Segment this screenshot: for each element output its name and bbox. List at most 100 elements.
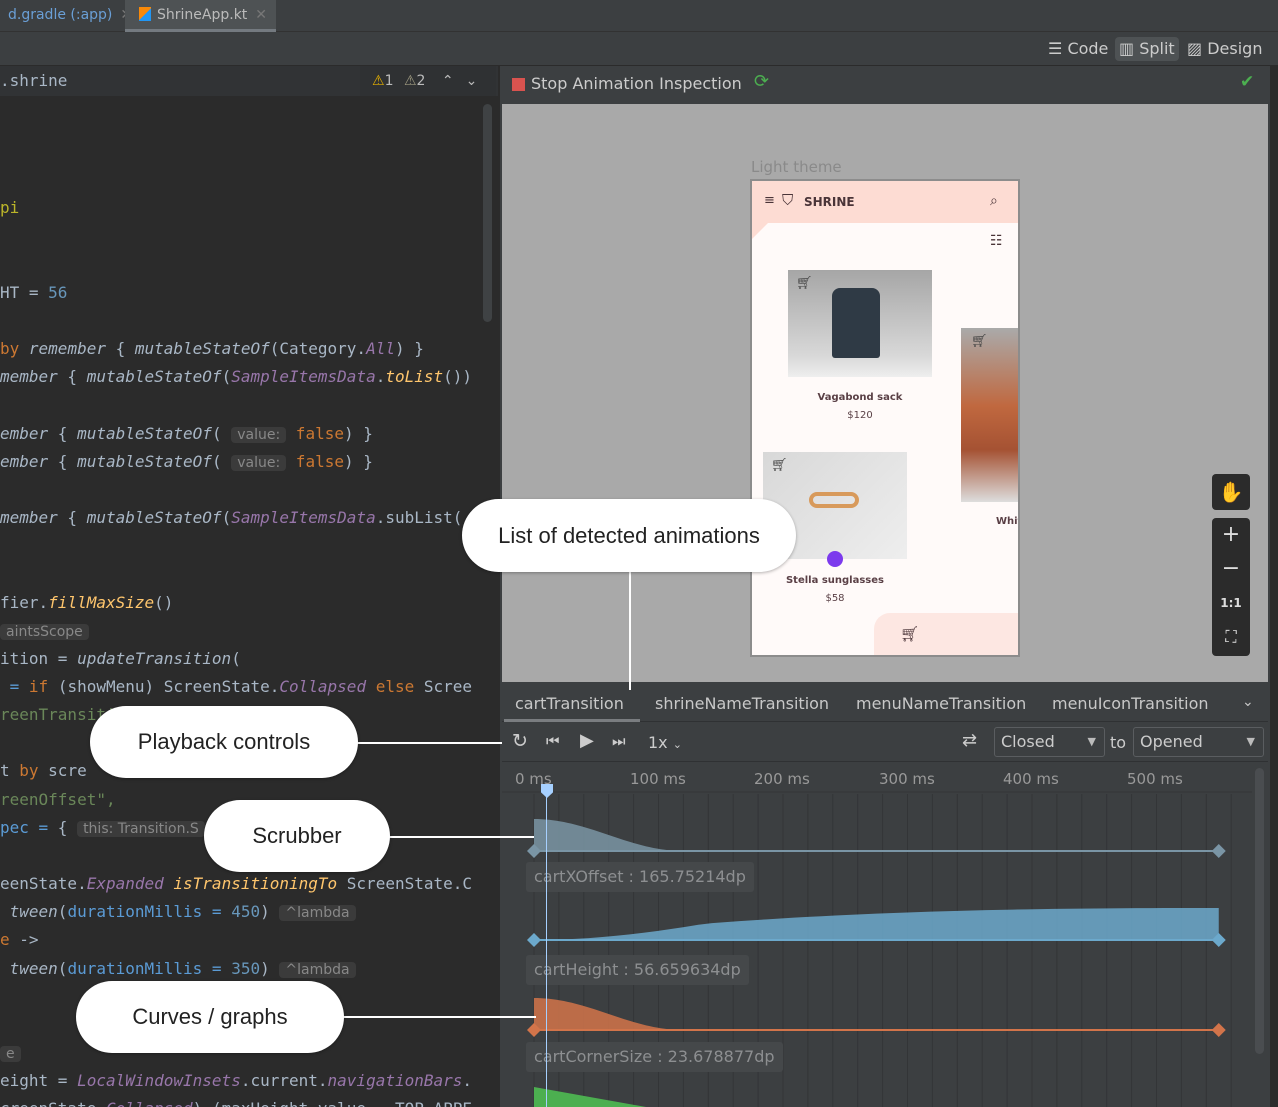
preview-label: Light theme	[751, 158, 842, 176]
keyframe-diamond	[1211, 1023, 1226, 1037]
brand-badge	[827, 551, 843, 567]
from-state-dropdown[interactable]: Closed ▼	[994, 727, 1105, 757]
scrubber-line[interactable]	[546, 790, 547, 1107]
cart-sheet[interactable]: 🛒︎	[874, 613, 1018, 655]
playback-controls: ↻ ⏮ ▶ ⏭ 1x ⌄ ⇄ Closed ▼ to Opened ▼	[502, 724, 1268, 762]
loop-icon[interactable]: ↻	[512, 730, 528, 752]
swap-states-icon[interactable]: ⇄	[962, 730, 978, 751]
stop-icon	[512, 78, 525, 91]
split-mode-button[interactable]: ▥ Split	[1115, 37, 1179, 61]
product-image-belt[interactable]: 🛒︎	[961, 328, 1018, 502]
product-image-backpack[interactable]: 🛒︎	[788, 270, 932, 377]
property-label: cartCornerSize : 23.678877dp	[526, 1042, 783, 1072]
code-line[interactable]: ember { mutableStateOf( value: false) }	[0, 451, 373, 471]
tab-shrineapp-kt[interactable]: ShrineApp.kt ✕	[125, 0, 276, 32]
code-line[interactable]: ition = updateTransition(	[0, 648, 241, 668]
code-line[interactable]: e ->	[0, 930, 39, 950]
code-line[interactable]: pi	[0, 198, 20, 218]
refresh-icon[interactable]: ⟳	[754, 71, 770, 92]
property-label: cartHeight : 56.659634dp	[526, 955, 749, 985]
keyframe-diamond	[527, 933, 541, 947]
weak-warning-icon: ⚠	[403, 73, 417, 89]
code-line[interactable]: creenState.Collapsed) (maxHeight.value -…	[0, 1095, 472, 1107]
code-line[interactable]: tween(durationMillis = 450) ^lambda	[0, 898, 356, 926]
keyframe-diamond	[1211, 844, 1226, 858]
checkmark-icon: ✔	[1240, 72, 1255, 92]
code-mode-button[interactable]: ☰ Code	[1048, 39, 1109, 58]
zoom-in-button[interactable]: +	[1221, 522, 1241, 547]
keyframe-diamond	[527, 844, 541, 858]
code-line[interactable]: HT = 56	[0, 282, 68, 302]
zoom-actual-size-button[interactable]: 1:1	[1220, 596, 1242, 610]
curve-area	[534, 1087, 647, 1107]
view-mode-toolbar: ☰ Code ▥ Split ▨ Design	[0, 32, 1278, 66]
chevron-down-icon[interactable]: ⌄	[1242, 694, 1254, 710]
dropdown-arrow-icon: ▼	[1246, 735, 1255, 748]
code-line[interactable]: e	[0, 1039, 21, 1067]
tab-shrine-name-transition[interactable]: shrineNameTransition	[655, 694, 830, 713]
callout-scrubber: Scrubber	[204, 800, 390, 872]
app-bar	[752, 181, 1018, 223]
code-line[interactable]: aintsScope	[0, 617, 89, 645]
add-to-cart-icon: 🛒︎	[971, 334, 988, 349]
callout-animations: List of detected animations	[462, 499, 796, 572]
tab-menu-icon-transition[interactable]: menuIconTransition	[1052, 694, 1209, 713]
play-icon[interactable]: ▶	[580, 730, 594, 751]
code-editor[interactable]: pi HT = 56 by remember { mutableStateOf(Ca…	[0, 66, 498, 1107]
cart-icon: 🛒︎	[900, 625, 920, 643]
code-line[interactable]: fier.fillMaxSize()	[0, 592, 174, 612]
code-line[interactable]: member { mutableStateOf(SampleItemsData.…	[0, 508, 463, 528]
chevron-up-icon[interactable]: ⌃	[441, 73, 454, 89]
tab-menu-name-transition[interactable]: menuNameTransition	[856, 694, 1027, 713]
code-icon: ☰	[1048, 39, 1063, 58]
scrubber-handle[interactable]	[541, 784, 553, 798]
menu-icon[interactable]: ≡	[764, 193, 775, 208]
phone-preview: ≡ ⛉ SHRINE ⌕ ☷ 🛒︎ Vagabond sack $120 🛒︎ …	[750, 179, 1020, 657]
timeline-scrollbar[interactable]	[1255, 768, 1264, 1054]
code-line[interactable]: tween(durationMillis = 350) ^lambda	[0, 955, 356, 983]
code-line[interactable]: pec = { this: Transition.S	[0, 814, 205, 842]
breadcrumb: .shrine ⚠1 ⚠2 ⌃ ⌄	[0, 66, 498, 96]
app-title: SHRINE	[804, 195, 855, 209]
tab-build-gradle[interactable]: d.gradle (:app)✕	[0, 0, 140, 32]
code-line[interactable]: ember { mutableStateOf( value: false) }	[0, 423, 373, 443]
zoom-out-button[interactable]: −	[1221, 556, 1241, 581]
search-icon[interactable]: ⌕	[990, 193, 998, 209]
animation-tabs: cartTransition shrineNameTransition menu…	[502, 688, 1268, 722]
zoom-to-fit-icon[interactable]: ⛶	[1225, 627, 1237, 646]
chevron-down-icon[interactable]: ⌄	[465, 73, 478, 89]
property-label: cartXOffset : 165.75214dp	[526, 862, 754, 892]
skip-to-start-icon[interactable]: ⏮	[546, 732, 560, 750]
code-line[interactable]: member { mutableStateOf(SampleItemsData.…	[0, 367, 473, 387]
add-to-cart-icon: 🛒︎	[771, 458, 788, 473]
tick-label: 200 ms	[754, 770, 810, 788]
stop-animation-inspection-button[interactable]: Stop Animation Inspection	[531, 74, 742, 93]
speed-dropdown[interactable]: 1x ⌄	[648, 733, 682, 752]
warning-icon: ⚠	[372, 73, 385, 89]
code-line[interactable]: = if (showMenu) ScreenState.Collapsed el…	[0, 677, 473, 696]
skip-to-end-icon[interactable]: ⏭	[612, 732, 626, 750]
code-line[interactable]: t by scre	[0, 761, 87, 781]
dropdown-arrow-icon: ▼	[1087, 735, 1096, 748]
split-icon: ▥	[1119, 39, 1135, 58]
code-line[interactable]: by remember { mutableStateOf(Category.Al…	[0, 339, 424, 359]
curve-area	[534, 819, 684, 851]
filter-icon[interactable]: ☷	[990, 233, 1003, 249]
tick-label: 300 ms	[879, 770, 935, 788]
inspection-widget[interactable]: ⚠1 ⚠2 ⌃ ⌄	[360, 66, 496, 96]
editor-scrollbar[interactable]	[483, 104, 492, 322]
code-line[interactable]: eenState.Expanded isTransitioningTo Scre…	[0, 874, 473, 894]
code-line[interactable]: reenOffset",	[0, 789, 116, 809]
tick-label: 400 ms	[1003, 770, 1059, 788]
to-state-dropdown[interactable]: Opened ▼	[1133, 727, 1264, 757]
add-to-cart-icon: 🛒︎	[796, 276, 813, 291]
tick-label: 500 ms	[1127, 770, 1183, 788]
close-icon[interactable]: ✕	[255, 7, 268, 23]
tick-label: 100 ms	[630, 770, 686, 788]
design-mode-button[interactable]: ▨ Design	[1187, 39, 1263, 58]
keyframe-diamond	[1211, 933, 1226, 947]
code-line[interactable]: eight = LocalWindowInsets.current.naviga…	[0, 1071, 473, 1091]
zoom-controls: + − 1:1 ⛶	[1212, 518, 1250, 656]
pan-hand-icon[interactable]: ✋	[1212, 474, 1250, 510]
tab-cart-transition[interactable]: cartTransition	[515, 694, 624, 713]
